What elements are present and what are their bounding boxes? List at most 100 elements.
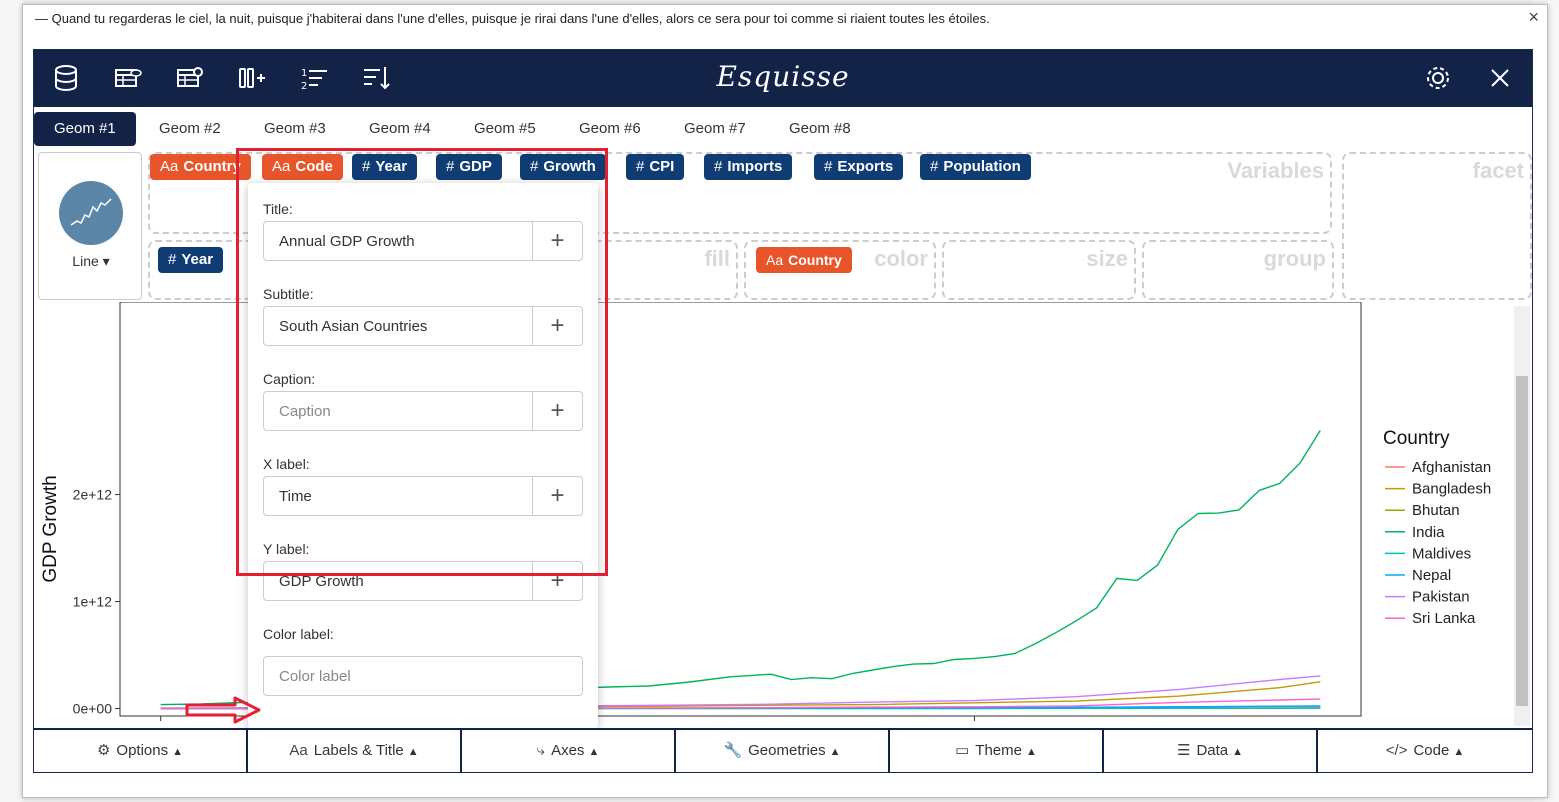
size-dropzone[interactable]: size [942, 240, 1136, 300]
color-variable-badge[interactable]: Aa Country [756, 247, 852, 273]
scrollbar-thumb[interactable] [1516, 376, 1528, 706]
dropzone-label: fill [704, 246, 730, 271]
variable-badge-year[interactable]: # Year [352, 154, 418, 180]
dropzone-label: facet [1472, 158, 1524, 183]
geom-tab-5[interactable]: Geom #5 [474, 120, 536, 137]
variable-badge-cpi[interactable]: # CPI [626, 154, 685, 180]
group-dropzone[interactable]: group [1142, 240, 1334, 300]
bottom-tab-data[interactable]: ☰ Data ▲ [1104, 730, 1318, 772]
caret-up-icon: ▲ [829, 746, 841, 758]
xlabel-label: X label: [263, 456, 310, 472]
geom-tab-3[interactable]: Geom #3 [264, 120, 326, 137]
variable-name: Code [295, 158, 333, 175]
ylabel-options-button[interactable]: + [532, 561, 583, 601]
legend-label: Maldives [1412, 545, 1471, 562]
numeric-icon: # [714, 158, 723, 175]
numeric-icon: # [824, 158, 833, 175]
tab-icon: ⤷ [536, 742, 546, 759]
variable-badge-code[interactable]: Aa Code [262, 154, 343, 180]
sort-list-icon[interactable] [362, 64, 390, 92]
legend-label: Bangladesh [1412, 481, 1491, 498]
bottom-tab-options[interactable]: ⚙ Options ▲ [34, 730, 248, 772]
bottom-tab-labels-title[interactable]: Aa Labels & Title ▲ [248, 730, 462, 772]
caption-label: Caption: [263, 371, 316, 387]
x-tick-label: 1960 [145, 725, 176, 728]
geom-tab-2[interactable]: Geom #2 [159, 120, 221, 137]
background-editor-strip [0, 0, 22, 802]
bottom-tab-axes[interactable]: ⤷ Axes ▲ [462, 730, 676, 772]
caret-up-icon: ▲ [407, 746, 419, 758]
svg-text:1: 1 [301, 68, 307, 79]
geom-tab-1[interactable]: Geom #1 [34, 112, 136, 146]
dialog-close-button[interactable]: × [1528, 7, 1539, 27]
y-axis-label: GDP Growth [40, 475, 61, 582]
title-options-button[interactable]: + [532, 221, 583, 261]
svg-text:2: 2 [301, 81, 307, 92]
text-icon: Aa [160, 158, 179, 175]
title-label: Title: [263, 201, 293, 217]
tab-label: Data [1196, 742, 1229, 759]
legend-label: Nepal [1412, 567, 1451, 584]
tab-icon: </> [1385, 742, 1408, 759]
text-icon: Aa [766, 252, 784, 268]
close-icon[interactable] [1486, 64, 1514, 92]
variable-badge-imports[interactable]: # Imports [704, 154, 793, 180]
tab-label: Theme [975, 742, 1022, 759]
caret-up-icon: ▲ [1453, 746, 1465, 758]
variable-name: Year [375, 158, 408, 175]
caret-up-icon: ▲ [1232, 746, 1244, 758]
legend-label: Bhutan [1412, 502, 1460, 519]
variable-badge-growth[interactable]: # Growth [520, 154, 606, 180]
geom-tab-6[interactable]: Geom #6 [579, 120, 641, 137]
y-tick-label: 2e+12 [73, 487, 113, 503]
xlabel-options-button[interactable]: + [532, 476, 583, 516]
bottom-toolbar: ⚙ Options ▲ Aa Labels & Title ▲ ⤷ Axes ▲ 🔧 Geometr… [34, 728, 1532, 772]
x-tick-label: 2000 [959, 725, 990, 728]
caption-input[interactable] [263, 391, 533, 431]
dropzone-label: color [874, 246, 928, 271]
tab-label: Options [116, 742, 169, 759]
geom-tab-8[interactable]: Geom #8 [789, 120, 851, 137]
caret-up-icon: ▲ [172, 746, 184, 758]
variable-badge-gdp[interactable]: # GDP [436, 154, 502, 180]
bottom-tab-code[interactable]: </> Code ▲ [1318, 730, 1532, 772]
subtitle-input[interactable] [263, 306, 533, 346]
geom-tab-7[interactable]: Geom #7 [684, 120, 746, 137]
tab-label: Code [1413, 742, 1450, 759]
variable-name: Growth [543, 158, 596, 175]
numeric-icon: # [362, 158, 371, 175]
tab-label: Geometries [748, 742, 826, 759]
geom-tab-4[interactable]: Geom #4 [369, 120, 431, 137]
title-input[interactable] [263, 221, 533, 261]
subtitle-label: Subtitle: [263, 286, 314, 302]
variable-badge-exports[interactable]: # Exports [814, 154, 904, 180]
variable-badge-country[interactable]: Aa Country [150, 154, 251, 180]
table-edit-icon[interactable] [114, 64, 142, 92]
geom-selector[interactable]: Line ▾ [38, 152, 142, 300]
columns-add-icon[interactable] [238, 64, 266, 92]
caption-options-button[interactable]: + [532, 391, 583, 431]
gear-icon[interactable] [1424, 64, 1452, 92]
variable-badge-population[interactable]: # Population [920, 154, 1031, 180]
bottom-tab-geometries[interactable]: 🔧 Geometries ▲ [676, 730, 890, 772]
facet-dropzone[interactable]: facet [1342, 152, 1532, 300]
legend-label: Pakistan [1412, 589, 1470, 606]
tab-icon: ▭ [955, 742, 970, 759]
subtitle-options-button[interactable]: + [532, 306, 583, 346]
plot-scrollbar[interactable] [1514, 306, 1530, 726]
bottom-tab-theme[interactable]: ▭ Theme ▲ [890, 730, 1104, 772]
xlabel-input[interactable] [263, 476, 533, 516]
tab-icon: 🔧 [723, 742, 743, 759]
color-label-input[interactable] [263, 656, 583, 696]
database-icon[interactable] [52, 64, 80, 92]
color-label-label: Color label: [263, 626, 334, 642]
dropzone-label: Variables [1227, 158, 1324, 183]
ylabel-input[interactable] [263, 561, 533, 601]
x-variable-badge[interactable]: # Year [158, 247, 224, 273]
table-settings-icon[interactable] [176, 64, 204, 92]
dialog-title: — Quand tu regarderas le ciel, la nuit, … [35, 11, 990, 26]
caret-up-icon: ▲ [588, 746, 600, 758]
